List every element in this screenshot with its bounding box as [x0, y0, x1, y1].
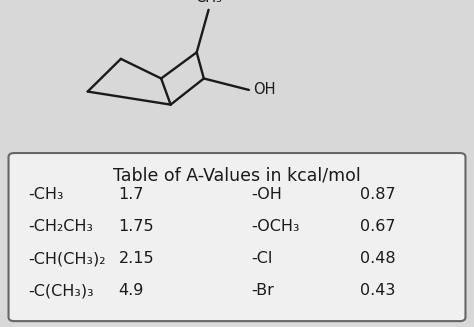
- Text: 0.67: 0.67: [360, 219, 396, 234]
- Text: 4.9: 4.9: [118, 283, 144, 298]
- Text: -CH₃: -CH₃: [28, 187, 64, 202]
- Text: -C(CH₃)₃: -C(CH₃)₃: [28, 283, 94, 298]
- Text: -Cl: -Cl: [251, 251, 273, 266]
- Text: -OH: -OH: [251, 187, 282, 202]
- Text: -OCH₃: -OCH₃: [251, 219, 300, 234]
- FancyBboxPatch shape: [9, 153, 465, 321]
- Text: 0.48: 0.48: [360, 251, 396, 266]
- Text: -CH(CH₃)₂: -CH(CH₃)₂: [28, 251, 106, 266]
- Text: 1.7: 1.7: [118, 187, 144, 202]
- Text: CH₃: CH₃: [195, 0, 222, 5]
- Text: 2.15: 2.15: [118, 251, 154, 266]
- Text: OH: OH: [253, 82, 275, 97]
- Text: -Br: -Br: [251, 283, 274, 298]
- Text: -CH₂CH₃: -CH₂CH₃: [28, 219, 93, 234]
- Text: 1.75: 1.75: [118, 219, 154, 234]
- Text: Table of A-Values in kcal/mol: Table of A-Values in kcal/mol: [113, 167, 361, 185]
- Text: 0.43: 0.43: [360, 283, 396, 298]
- Text: 0.87: 0.87: [360, 187, 396, 202]
